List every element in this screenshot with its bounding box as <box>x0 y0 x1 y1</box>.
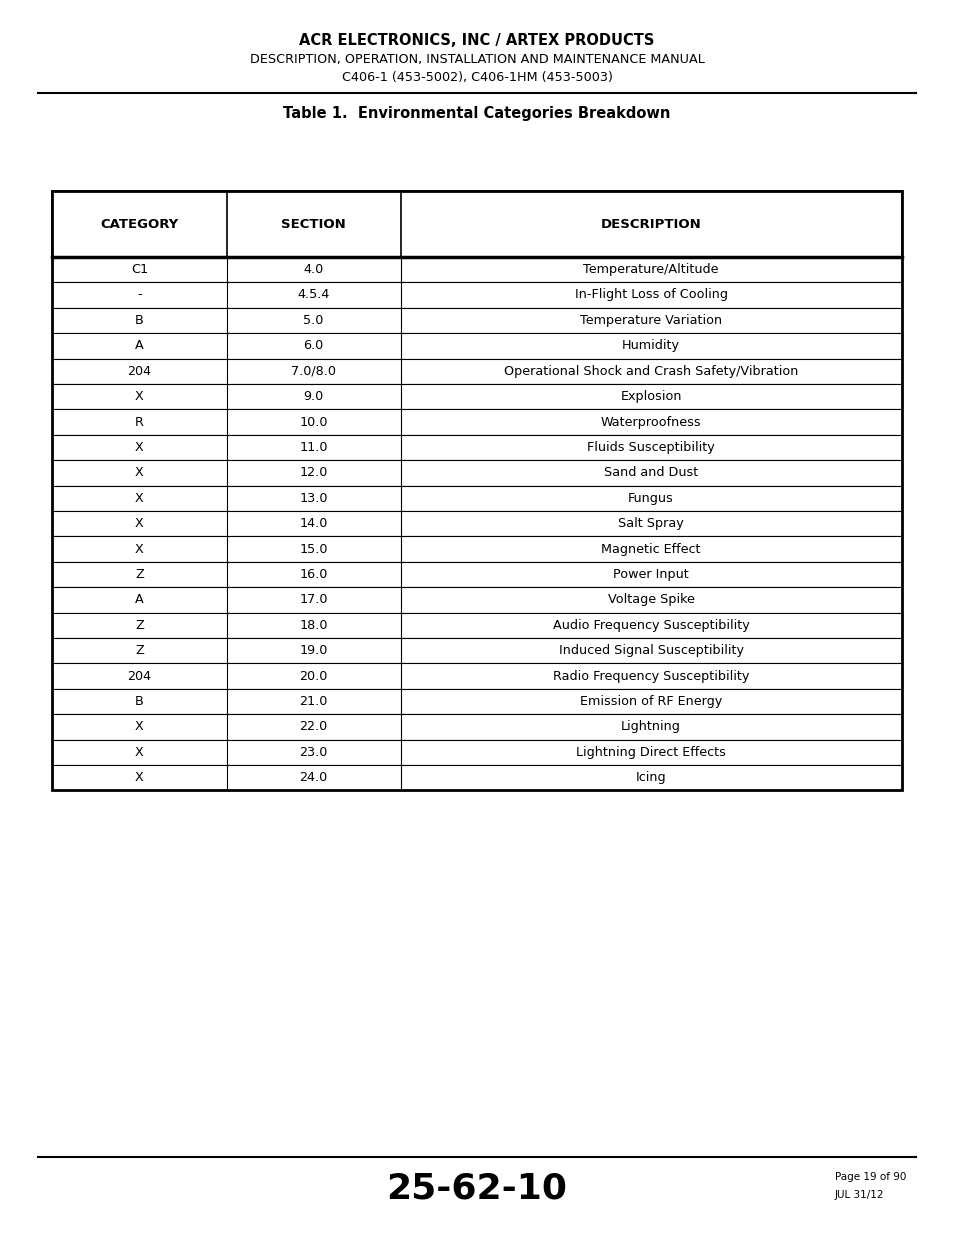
Text: 25-62-10: 25-62-10 <box>386 1171 567 1205</box>
Bar <box>52 536 901 562</box>
Text: Operational Shock and Crash Safety/Vibration: Operational Shock and Crash Safety/Vibra… <box>503 364 798 378</box>
Bar <box>52 587 901 613</box>
Text: 15.0: 15.0 <box>299 542 328 556</box>
Bar <box>52 764 901 790</box>
Text: Radio Frequency Susceptibility: Radio Frequency Susceptibility <box>553 669 748 683</box>
Text: 17.0: 17.0 <box>299 593 328 606</box>
Bar <box>52 461 901 485</box>
Text: Fluids Susceptibility: Fluids Susceptibility <box>586 441 714 454</box>
Text: Page 19 of 90: Page 19 of 90 <box>834 1172 905 1182</box>
Text: Emission of RF Energy: Emission of RF Energy <box>579 695 721 708</box>
Text: 12.0: 12.0 <box>299 467 328 479</box>
Text: X: X <box>135 720 144 734</box>
Text: X: X <box>135 517 144 530</box>
Text: 6.0: 6.0 <box>303 340 323 352</box>
Text: Lightning Direct Effects: Lightning Direct Effects <box>576 746 725 758</box>
Text: Waterproofness: Waterproofness <box>600 415 700 429</box>
Text: 20.0: 20.0 <box>299 669 328 683</box>
Text: Induced Signal Susceptibility: Induced Signal Susceptibility <box>558 645 742 657</box>
Text: Humidity: Humidity <box>621 340 679 352</box>
Text: 7.0/8.0: 7.0/8.0 <box>291 364 335 378</box>
Text: 5.0: 5.0 <box>303 314 323 327</box>
Text: DESCRIPTION, OPERATION, INSTALLATION AND MAINTENANCE MANUAL: DESCRIPTION, OPERATION, INSTALLATION AND… <box>250 53 703 65</box>
Text: Z: Z <box>135 619 144 632</box>
Text: C406-1 (453-5002), C406-1HM (453-5003): C406-1 (453-5002), C406-1HM (453-5003) <box>341 72 612 84</box>
Text: C1: C1 <box>131 263 148 277</box>
Bar <box>52 740 901 764</box>
Text: Power Input: Power Input <box>613 568 688 580</box>
Bar <box>52 435 901 461</box>
Bar <box>52 191 901 790</box>
Bar <box>52 689 901 714</box>
Bar <box>52 562 901 587</box>
Text: 9.0: 9.0 <box>303 390 323 403</box>
Text: Magnetic Effect: Magnetic Effect <box>600 542 700 556</box>
Text: Icing: Icing <box>635 771 666 784</box>
Text: B: B <box>135 695 144 708</box>
Text: Audio Frequency Susceptibility: Audio Frequency Susceptibility <box>552 619 749 632</box>
Text: 204: 204 <box>128 669 152 683</box>
Text: SECTION: SECTION <box>281 217 346 231</box>
Text: Z: Z <box>135 568 144 580</box>
Text: X: X <box>135 390 144 403</box>
Bar <box>52 663 901 689</box>
Bar <box>52 714 901 740</box>
Text: 23.0: 23.0 <box>299 746 328 758</box>
Text: X: X <box>135 467 144 479</box>
Text: Temperature/Altitude: Temperature/Altitude <box>582 263 718 277</box>
Bar <box>52 257 901 283</box>
Text: 4.0: 4.0 <box>303 263 323 277</box>
Text: ACR ELECTRONICS, INC / ARTEX PRODUCTS: ACR ELECTRONICS, INC / ARTEX PRODUCTS <box>299 33 654 48</box>
Text: 22.0: 22.0 <box>299 720 327 734</box>
Bar <box>52 191 901 257</box>
Bar <box>52 283 901 308</box>
Text: Voltage Spike: Voltage Spike <box>607 593 694 606</box>
Text: DESCRIPTION: DESCRIPTION <box>600 217 700 231</box>
Text: R: R <box>135 415 144 429</box>
Text: Explosion: Explosion <box>619 390 681 403</box>
Text: 16.0: 16.0 <box>299 568 328 580</box>
Text: Table 1.  Environmental Categories Breakdown: Table 1. Environmental Categories Breakd… <box>283 106 670 121</box>
Bar <box>52 613 901 638</box>
Text: X: X <box>135 441 144 454</box>
Text: In-Flight Loss of Cooling: In-Flight Loss of Cooling <box>574 289 727 301</box>
Text: 11.0: 11.0 <box>299 441 328 454</box>
Bar <box>52 409 901 435</box>
Text: 4.5.4: 4.5.4 <box>297 289 330 301</box>
Text: 13.0: 13.0 <box>299 492 328 505</box>
Text: -: - <box>137 289 142 301</box>
Text: 10.0: 10.0 <box>299 415 328 429</box>
Text: Temperature Variation: Temperature Variation <box>579 314 721 327</box>
Text: 19.0: 19.0 <box>299 645 328 657</box>
Text: 14.0: 14.0 <box>299 517 328 530</box>
Text: Z: Z <box>135 645 144 657</box>
Bar <box>52 384 901 409</box>
Text: 18.0: 18.0 <box>299 619 328 632</box>
Bar <box>52 308 901 333</box>
Bar <box>52 511 901 536</box>
Text: JUL 31/12: JUL 31/12 <box>834 1191 883 1200</box>
Text: Lightning: Lightning <box>620 720 680 734</box>
Text: B: B <box>135 314 144 327</box>
Text: X: X <box>135 746 144 758</box>
Text: X: X <box>135 542 144 556</box>
Bar <box>52 333 901 358</box>
Bar <box>52 485 901 511</box>
Text: 24.0: 24.0 <box>299 771 327 784</box>
Text: Salt Spray: Salt Spray <box>618 517 683 530</box>
Text: X: X <box>135 771 144 784</box>
Bar <box>52 638 901 663</box>
Text: Sand and Dust: Sand and Dust <box>603 467 698 479</box>
Text: CATEGORY: CATEGORY <box>100 217 178 231</box>
Text: 21.0: 21.0 <box>299 695 328 708</box>
Bar <box>52 358 901 384</box>
Text: Fungus: Fungus <box>627 492 673 505</box>
Text: X: X <box>135 492 144 505</box>
Text: A: A <box>135 340 144 352</box>
Text: 204: 204 <box>128 364 152 378</box>
Text: A: A <box>135 593 144 606</box>
